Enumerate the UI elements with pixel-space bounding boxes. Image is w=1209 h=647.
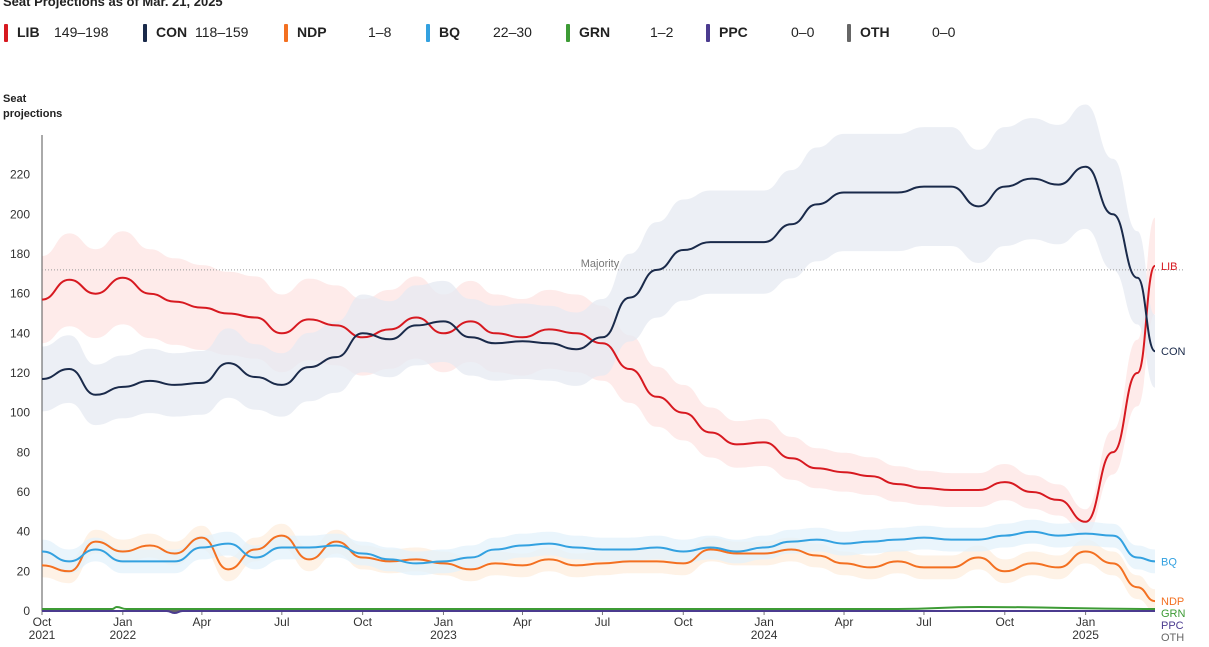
legend-code-oth: OTH — [860, 24, 890, 40]
y-tick-label: 180 — [10, 247, 30, 261]
x-tick-year: 2025 — [1072, 628, 1099, 642]
x-tick-year: 2022 — [109, 628, 136, 642]
x-tick-label: Oct — [674, 615, 693, 629]
x-tick-label: Jul — [595, 615, 610, 629]
legend-swatch-ppc — [706, 24, 710, 42]
line-bq — [41, 530, 1156, 565]
y-tick-label: 160 — [10, 287, 30, 301]
legend-code-ndp: NDP — [297, 24, 327, 40]
end-label-ppc: PPC — [1161, 620, 1184, 632]
x-tick-label: Jan — [113, 615, 132, 629]
x-tick-label: Oct — [353, 615, 372, 629]
legend-swatch-bq — [426, 24, 430, 42]
legend-range-ndp: 1–8 — [368, 24, 392, 40]
y-tick-label: 80 — [17, 445, 31, 459]
legend-swatch-con — [143, 24, 147, 42]
legend-range-bq: 22–30 — [493, 24, 532, 40]
x-tick-label: Apr — [193, 615, 212, 629]
x-tick-label: Jan — [434, 615, 453, 629]
legend-range-lib: 149–198 — [54, 24, 109, 40]
legend-code-con: CON — [156, 24, 188, 40]
line-ndp — [41, 534, 1156, 603]
legend-code-ppc: PPC — [719, 24, 748, 40]
y-tick-label: 120 — [10, 366, 30, 380]
band-bq — [42, 519, 1155, 576]
x-tick-label: Jul — [916, 615, 931, 629]
band-con — [42, 104, 1155, 426]
end-label-con: CON — [1161, 346, 1186, 358]
x-tick-label: Oct — [33, 615, 52, 629]
y-tick-label: 20 — [17, 564, 31, 578]
x-tick-label: Apr — [513, 615, 532, 629]
y-tick-label: 100 — [10, 406, 30, 420]
majority-line-group: Majority — [42, 258, 1185, 271]
x-tick-year: 2024 — [751, 628, 778, 642]
series-lines — [41, 165, 1156, 614]
y-tick-label: 140 — [10, 326, 30, 340]
legend-swatch-lib — [4, 24, 8, 42]
legend-range-oth: 0–0 — [932, 24, 956, 40]
end-label-ndp: NDP — [1161, 596, 1184, 608]
end-label-bq: BQ — [1161, 556, 1177, 568]
end-label-oth: OTH — [1161, 632, 1184, 644]
legend-swatch-oth — [847, 24, 851, 42]
legend-code-grn: GRN — [579, 24, 611, 40]
end-label-grn: GRN — [1161, 608, 1186, 620]
y-tick-label: 200 — [10, 207, 30, 221]
line-lib — [41, 264, 1156, 523]
line-grn — [41, 606, 1156, 611]
line-con — [41, 165, 1156, 396]
legend-swatch-grn — [566, 24, 570, 42]
legend-range-con: 118–159 — [195, 24, 249, 40]
majority-label: Majority — [581, 258, 620, 270]
y-tick-label: 60 — [17, 485, 31, 499]
y-tick-label: 40 — [17, 525, 31, 539]
legend-range-ppc: 0–0 — [791, 24, 815, 40]
x-tick-label: Oct — [995, 615, 1014, 629]
line-ppc — [42, 609, 1155, 614]
legend-range-grn: 1–2 — [650, 24, 674, 40]
x-tick-label: Apr — [835, 615, 854, 629]
end-label-lib: LIB — [1161, 261, 1178, 273]
legend-swatch-ndp — [284, 24, 288, 42]
x-tick-label: Jul — [274, 615, 289, 629]
y-axis-label: Seat projections — [3, 93, 63, 120]
confidence-bands — [42, 104, 1155, 611]
legend-code-bq: BQ — [439, 24, 460, 40]
legend-code-lib: LIB — [17, 24, 40, 40]
y-tick-label: 220 — [10, 168, 30, 182]
x-tick-year: 2023 — [430, 628, 457, 642]
x-tick-year: 2021 — [29, 628, 56, 642]
chart-title: Seat Projections as of Mar. 21, 2025 — [3, 0, 223, 9]
y-tick-label: 0 — [23, 604, 30, 618]
x-tick-label: Jan — [754, 615, 773, 629]
x-tick-label: Jan — [1076, 615, 1095, 629]
